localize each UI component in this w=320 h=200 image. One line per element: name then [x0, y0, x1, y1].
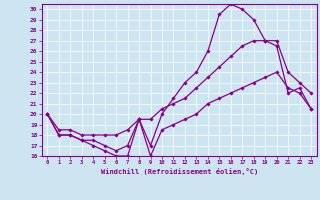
X-axis label: Windchill (Refroidissement éolien,°C): Windchill (Refroidissement éolien,°C)	[100, 168, 258, 175]
